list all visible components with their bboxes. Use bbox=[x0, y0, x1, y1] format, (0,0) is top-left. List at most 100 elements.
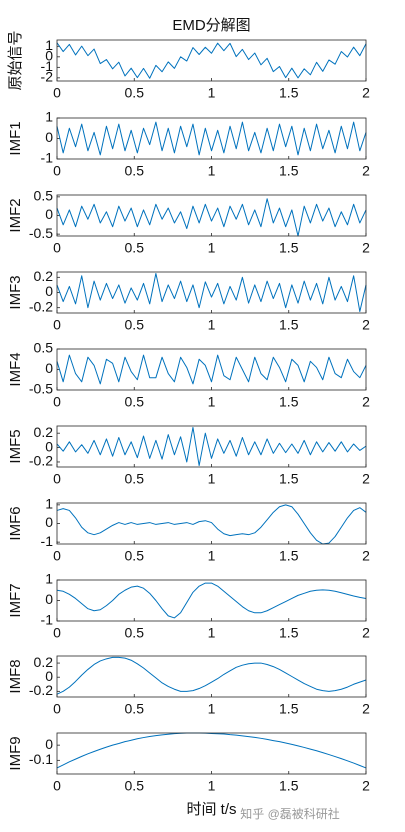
y-tick-label: 0 bbox=[45, 206, 53, 222]
y-tick-label: 0.2 bbox=[34, 268, 54, 284]
y-tick-label: -1 bbox=[41, 533, 54, 549]
y-tick-label: -0.2 bbox=[29, 298, 53, 314]
x-tick-label: 1 bbox=[208, 548, 216, 564]
x-tick-label: 0.5 bbox=[125, 778, 145, 794]
axes-box bbox=[56, 348, 367, 391]
chart-title: EMD分解图 bbox=[172, 17, 250, 34]
axes-box bbox=[56, 271, 367, 314]
y-tick-label: -0.1 bbox=[29, 751, 53, 767]
x-tick-label: 2 bbox=[362, 701, 370, 717]
axes-box bbox=[56, 117, 367, 160]
watermark: 知乎 @磊被科研社 bbox=[240, 806, 340, 821]
signal-line bbox=[56, 504, 367, 545]
signal-line bbox=[56, 273, 367, 312]
x-tick-label: 1 bbox=[208, 471, 216, 487]
x-tick-label: 2 bbox=[362, 394, 370, 410]
x-tick-label: 1 bbox=[208, 163, 216, 179]
x-tick-label: 0.5 bbox=[125, 317, 145, 333]
x-tick-label: 0 bbox=[53, 548, 61, 564]
y-axis-label: IMF9 bbox=[7, 736, 24, 770]
signal-line bbox=[56, 198, 367, 237]
x-tick-label: 1.5 bbox=[279, 701, 299, 717]
y-axis-label: IMF6 bbox=[7, 506, 24, 540]
axes-box bbox=[56, 732, 367, 775]
y-axis-label: IMF5 bbox=[7, 429, 24, 463]
x-tick-label: 0 bbox=[53, 240, 61, 256]
y-axis-label: IMF3 bbox=[7, 275, 24, 309]
y-tick-label: 1 bbox=[45, 37, 53, 53]
axes-box bbox=[56, 194, 367, 237]
y-tick-label: 1 bbox=[45, 571, 53, 587]
x-tick-label: 0.5 bbox=[125, 701, 145, 717]
y-tick-label: 0 bbox=[45, 129, 53, 145]
y-tick-label: -0.5 bbox=[29, 225, 53, 241]
signal-line bbox=[56, 582, 367, 619]
y-axis-label: 原始信号 bbox=[7, 30, 24, 90]
y-tick-label: 0 bbox=[45, 591, 53, 607]
x-tick-label: 0.5 bbox=[125, 394, 145, 410]
y-tick-label: 0.2 bbox=[34, 424, 54, 440]
x-tick-label: 0.5 bbox=[125, 471, 145, 487]
y-tick-label: 1 bbox=[45, 109, 53, 125]
axes-box bbox=[56, 579, 367, 622]
signal-line bbox=[56, 121, 367, 156]
y-tick-label: 0 bbox=[45, 283, 53, 299]
y-tick-label: -1 bbox=[41, 150, 54, 166]
x-tick-label: 2 bbox=[362, 240, 370, 256]
x-tick-label: 2 bbox=[362, 778, 370, 794]
x-tick-label: 0.5 bbox=[125, 163, 145, 179]
y-tick-label: 0.5 bbox=[34, 188, 54, 204]
y-tick-label: 1 bbox=[45, 496, 53, 512]
x-tick-label: 1.5 bbox=[279, 317, 299, 333]
x-tick-label: 2 bbox=[362, 317, 370, 333]
axes-box bbox=[56, 655, 367, 698]
x-tick-label: 2 bbox=[362, 625, 370, 641]
x-axis-label: 时间 t/s bbox=[186, 801, 236, 818]
x-tick-label: 0 bbox=[53, 317, 61, 333]
x-tick-label: 1 bbox=[208, 394, 216, 410]
y-axis-label: IMF7 bbox=[7, 583, 24, 617]
y-tick-label: 0.5 bbox=[34, 340, 54, 356]
signal-line bbox=[56, 354, 367, 385]
x-tick-label: 1 bbox=[208, 625, 216, 641]
x-tick-label: 0.5 bbox=[125, 548, 145, 564]
x-tick-label: 2 bbox=[362, 163, 370, 179]
x-tick-label: 0.5 bbox=[125, 625, 145, 641]
y-tick-label: -1 bbox=[41, 58, 54, 74]
y-tick-label: 0 bbox=[45, 668, 53, 684]
x-tick-label: 1.5 bbox=[279, 394, 299, 410]
x-tick-label: 0 bbox=[53, 85, 61, 101]
x-tick-label: 1 bbox=[208, 778, 216, 794]
x-tick-label: 2 bbox=[362, 85, 370, 101]
signal-line bbox=[56, 656, 367, 695]
axes-box bbox=[56, 502, 367, 545]
x-tick-label: 1.5 bbox=[279, 471, 299, 487]
signal-line bbox=[56, 42, 367, 79]
y-tick-label: 0.2 bbox=[34, 654, 54, 670]
y-axis-label: IMF2 bbox=[7, 198, 24, 232]
x-tick-label: 1 bbox=[208, 317, 216, 333]
x-tick-label: 1.5 bbox=[279, 548, 299, 564]
x-tick-label: 2 bbox=[362, 471, 370, 487]
x-tick-label: 0 bbox=[53, 471, 61, 487]
x-tick-label: 1.5 bbox=[279, 778, 299, 794]
x-tick-label: 0.5 bbox=[125, 240, 145, 256]
signal-line bbox=[56, 732, 367, 769]
x-tick-label: 0.5 bbox=[125, 85, 145, 101]
axes-box bbox=[56, 425, 367, 468]
x-tick-label: 0 bbox=[53, 394, 61, 410]
x-tick-label: 0 bbox=[53, 625, 61, 641]
y-axis-label: IMF1 bbox=[7, 121, 24, 155]
y-tick-label: 0 bbox=[45, 736, 53, 752]
y-tick-label: -0.2 bbox=[29, 453, 53, 469]
y-tick-label: 0 bbox=[45, 48, 53, 64]
y-axis-label: IMF8 bbox=[7, 659, 24, 693]
signal-line bbox=[56, 426, 367, 467]
x-tick-label: 0 bbox=[53, 701, 61, 717]
y-tick-label: -2 bbox=[41, 69, 54, 85]
x-tick-label: 1.5 bbox=[279, 85, 299, 101]
axes-box bbox=[56, 39, 367, 82]
x-tick-label: 0 bbox=[53, 778, 61, 794]
y-tick-label: -0.5 bbox=[29, 381, 53, 397]
